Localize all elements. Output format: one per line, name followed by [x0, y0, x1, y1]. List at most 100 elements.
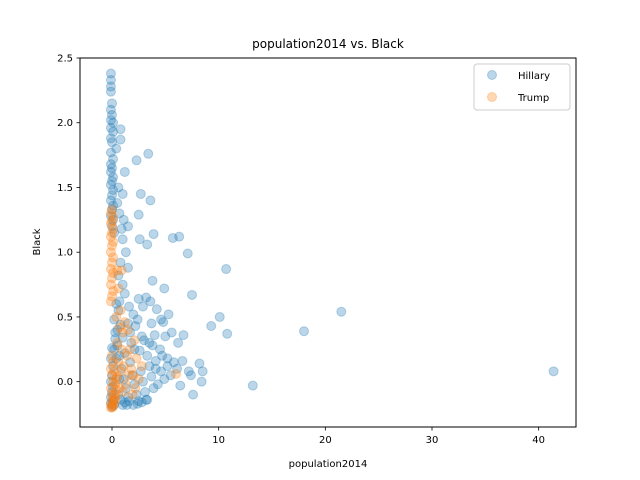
- point-hillary: [109, 227, 120, 238]
- legend-label-hillary: Hillary: [518, 71, 550, 82]
- point-hillary: [105, 210, 116, 221]
- point-hillary: [137, 301, 148, 312]
- point-hillary: [113, 270, 124, 281]
- point-hillary: [144, 337, 155, 348]
- x-axis-label: population2014: [289, 459, 368, 470]
- point-hillary: [105, 86, 116, 97]
- point-trump: [109, 389, 120, 400]
- point-hillary: [108, 126, 119, 137]
- point-trump: [107, 399, 117, 410]
- point-trump: [107, 227, 117, 238]
- point-hillary: [117, 188, 128, 199]
- point-trump: [108, 286, 119, 297]
- point-hillary: [114, 374, 125, 385]
- point-hillary: [107, 163, 117, 174]
- point-hillary: [105, 122, 116, 133]
- point-hillary: [107, 137, 117, 148]
- point-hillary: [128, 309, 139, 320]
- point-hillary: [142, 239, 153, 250]
- point-hillary: [214, 311, 225, 322]
- point-hillary: [132, 314, 143, 325]
- point-trump: [105, 402, 116, 413]
- point-hillary: [119, 166, 130, 177]
- point-hillary: [108, 381, 119, 392]
- point-hillary: [108, 153, 119, 164]
- x-axis: 0 10 20 30 40: [109, 427, 545, 446]
- point-hillary: [105, 104, 116, 115]
- point-hillary: [117, 332, 128, 343]
- point-hillary: [129, 344, 140, 355]
- point-hillary: [119, 348, 130, 359]
- point-hillary: [146, 371, 157, 382]
- point-hillary: [115, 134, 126, 145]
- point-hillary: [299, 326, 309, 337]
- point-hillary: [118, 374, 129, 385]
- point-hillary: [185, 370, 196, 381]
- point-hillary: [135, 366, 146, 377]
- point-trump: [107, 204, 117, 215]
- point-hillary: [108, 172, 119, 183]
- point-trump: [105, 247, 116, 258]
- point-hillary: [158, 317, 169, 328]
- point-hillary: [105, 353, 116, 364]
- point-trump: [129, 335, 140, 346]
- point-hillary: [120, 383, 131, 394]
- point-hillary: [114, 350, 125, 361]
- point-hillary: [156, 314, 167, 325]
- point-hillary: [141, 292, 152, 303]
- point-hillary: [105, 398, 116, 409]
- point-hillary: [173, 337, 184, 348]
- point-hillary: [162, 361, 173, 372]
- x-tick-label: 0: [109, 435, 115, 446]
- point-hillary: [110, 333, 121, 344]
- point-trump: [116, 265, 127, 276]
- point-trump: [108, 393, 119, 404]
- point-trump: [121, 350, 132, 361]
- y-axis-label: Black: [32, 228, 43, 255]
- point-hillary: [125, 327, 136, 338]
- point-trump: [108, 357, 119, 368]
- x-tick-label: 10: [212, 435, 225, 446]
- x-tick-label: 40: [532, 435, 545, 446]
- point-hillary: [113, 305, 124, 316]
- point-trump: [128, 370, 139, 381]
- point-trump: [105, 296, 116, 307]
- point-hillary: [247, 380, 258, 391]
- y-tick-label: 2.5: [57, 54, 73, 65]
- point-trump: [108, 236, 119, 247]
- point-hillary: [131, 389, 142, 400]
- y-tick-label: 1.0: [57, 248, 73, 259]
- legend: Hillary Trump: [473, 63, 571, 111]
- legend-marker-trump: [487, 92, 497, 102]
- point-trump: [110, 394, 121, 405]
- point-hillary: [113, 389, 124, 400]
- point-hillary: [136, 397, 147, 408]
- point-trump: [130, 383, 141, 394]
- point-hillary: [108, 396, 119, 407]
- point-trump: [117, 327, 128, 338]
- point-trump: [124, 370, 135, 381]
- point-trump: [115, 366, 126, 377]
- point-hillary: [336, 306, 347, 317]
- point-trump: [112, 265, 123, 276]
- point-hillary: [123, 262, 133, 273]
- point-hillary: [105, 81, 116, 92]
- point-trump: [113, 283, 124, 294]
- point-hillary: [194, 358, 205, 369]
- point-hillary: [150, 363, 161, 374]
- point-hillary: [168, 357, 179, 368]
- point-hillary: [148, 383, 159, 394]
- point-hillary: [151, 304, 162, 315]
- point-trump: [110, 379, 121, 390]
- point-hillary: [222, 328, 233, 339]
- point-trump: [110, 392, 121, 403]
- point-trump: [108, 376, 119, 387]
- point-trump: [109, 366, 120, 377]
- point-hillary: [107, 98, 117, 109]
- point-hillary: [108, 214, 119, 225]
- point-trump: [108, 267, 119, 278]
- point-trump: [112, 337, 123, 348]
- point-hillary: [188, 389, 199, 400]
- point-trump: [118, 361, 129, 372]
- point-hillary: [156, 366, 167, 377]
